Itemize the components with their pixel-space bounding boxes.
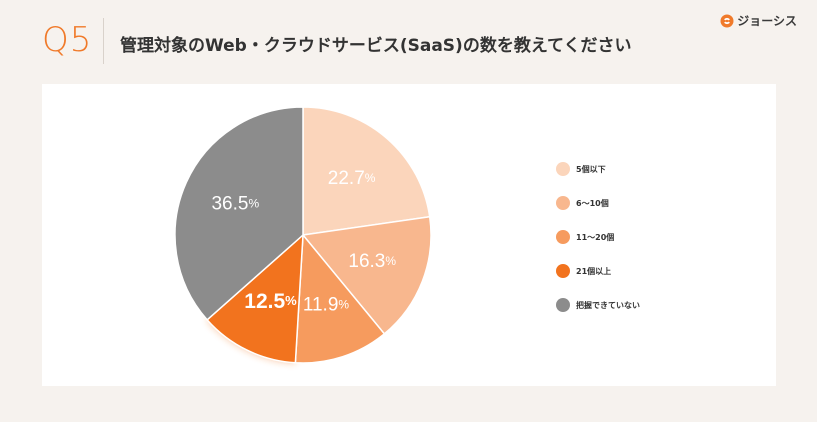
legend-label: 6〜10個 xyxy=(576,198,609,208)
legend-item: 21個以上 xyxy=(556,263,640,279)
pie-slice-3 xyxy=(294,233,386,364)
legend-swatch xyxy=(556,162,570,176)
legend-item: 5個以下 xyxy=(556,161,640,177)
question-number: Q5 xyxy=(42,20,93,60)
legend-label: 21個以上 xyxy=(576,266,612,276)
pie-slice-1 xyxy=(302,106,431,236)
pie-slice-5 xyxy=(174,106,304,321)
brand: ジョーシス xyxy=(720,12,797,29)
pie-label-2: 16.3% xyxy=(348,251,396,272)
pie-slice-2 xyxy=(301,215,432,335)
joshys-logo-icon xyxy=(720,14,734,27)
legend-label: 把握できていない xyxy=(576,300,640,310)
brand-name: ジョーシス xyxy=(737,14,797,28)
legend-label: 11〜20個 xyxy=(576,232,615,242)
legend-swatch xyxy=(556,196,570,210)
pie-label-1: 22.7% xyxy=(328,168,376,189)
legend-swatch xyxy=(556,230,570,244)
legend-item: 11〜20個 xyxy=(556,229,640,245)
header-divider xyxy=(103,18,104,64)
legend-item: 6〜10個 xyxy=(556,195,640,211)
header: Q5 管理対象のWeb・クラウドサービス(SaaS)の数を教えてください ジョー… xyxy=(0,0,817,80)
pie-label-5: 36.5% xyxy=(211,194,259,215)
question-title: 管理対象のWeb・クラウドサービス(SaaS)の数を教えてください xyxy=(120,36,632,56)
pie-label-4: 12.5% xyxy=(244,289,297,312)
legend-label: 5個以下 xyxy=(576,164,606,174)
legend-swatch xyxy=(556,298,570,312)
pie-slice-4 xyxy=(206,233,304,364)
pie-label-3: 11.9% xyxy=(303,295,350,316)
legend-swatch xyxy=(556,264,570,278)
chart-legend: 5個以下 6〜10個 11〜20個 21個以上把握できていない xyxy=(556,161,640,331)
legend-item: 把握できていない xyxy=(556,297,640,313)
